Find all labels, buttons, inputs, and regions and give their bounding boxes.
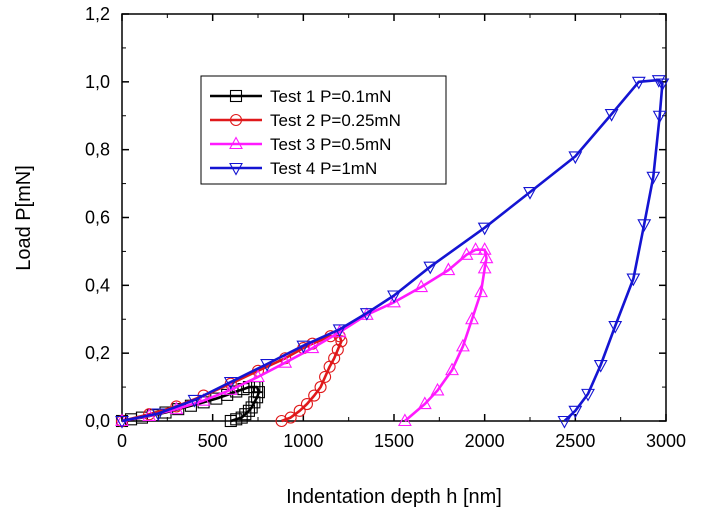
data-point	[637, 219, 652, 232]
data-point	[223, 376, 238, 390]
y-tick-label: 0,4	[85, 275, 110, 295]
x-tick-label: 2000	[465, 431, 505, 451]
legend-marker	[229, 89, 243, 103]
data-point	[455, 338, 470, 352]
data-point	[557, 415, 572, 429]
axis-ticks: 0 500 1000 1500 2000 2500 3000 0,0 0,2 0,4 0,6 0,8 1…	[85, 4, 686, 451]
data-point	[477, 222, 492, 236]
data-point	[323, 360, 336, 373]
data-point	[296, 340, 311, 354]
x-tick-label: 500	[198, 431, 228, 451]
data-point	[465, 311, 479, 325]
data-point	[275, 414, 288, 428]
x-tick-label: 1500	[374, 431, 414, 451]
data-point	[652, 110, 667, 124]
y-tick-label: 0,6	[85, 208, 110, 228]
legend-marker	[229, 162, 243, 176]
data-point	[187, 394, 202, 408]
data-point	[445, 362, 459, 376]
data-point	[223, 382, 238, 395]
data-point	[477, 260, 492, 274]
data-point	[332, 324, 347, 338]
data-point	[604, 109, 619, 122]
data-point	[151, 408, 166, 422]
x-axis-label: Indentation depth h [nm]	[286, 486, 502, 508]
series-layer	[115, 75, 670, 429]
data-point	[319, 370, 332, 383]
data-point	[651, 75, 666, 88]
legend-marker	[229, 136, 243, 150]
data-point	[655, 78, 670, 92]
data-point	[260, 358, 274, 372]
data-point	[631, 76, 646, 90]
x-tick-label: 3000	[646, 431, 686, 451]
data-point	[523, 187, 537, 200]
data-point	[251, 369, 265, 382]
data-point	[278, 355, 293, 368]
data-point	[423, 261, 438, 275]
data-point	[335, 335, 348, 348]
legend-marker	[229, 113, 243, 127]
y-tick-label: 1,2	[85, 4, 110, 24]
x-tick-label: 1000	[283, 431, 323, 451]
data-point	[479, 250, 494, 264]
data-point	[646, 171, 661, 185]
legend-entry-label: Test 3 P=0.5mN	[270, 135, 391, 154]
legend-entry-label: Test 4 P=1mN	[270, 159, 377, 178]
series-line	[121, 248, 488, 423]
data-point	[359, 308, 374, 321]
y-tick-label: 0,8	[85, 140, 110, 160]
x-tick-label: 2500	[555, 431, 595, 451]
data-point	[430, 382, 445, 396]
data-point	[581, 388, 595, 402]
data-point	[196, 393, 211, 406]
series-4	[115, 75, 670, 429]
data-point	[593, 359, 608, 373]
data-point	[387, 290, 401, 304]
legend-entry-label: Test 1 P=0.1mN	[270, 87, 391, 106]
x-tick-label: 0	[117, 431, 127, 451]
plot-frame	[121, 13, 667, 422]
data-point	[224, 414, 237, 428]
data-point	[608, 320, 623, 334]
data-point	[245, 401, 258, 414]
y-tick-label: 0,2	[85, 343, 110, 363]
y-tick-label: 0,0	[85, 411, 110, 431]
data-point	[115, 415, 129, 429]
series-line	[121, 78, 664, 423]
data-point	[568, 151, 583, 165]
data-point	[568, 405, 583, 419]
data-point	[417, 396, 432, 410]
y-tick-label: 1,0	[85, 72, 110, 92]
data-point	[331, 343, 344, 356]
data-point	[626, 273, 641, 287]
data-point	[397, 413, 412, 427]
data-point	[468, 242, 483, 255]
data-point	[284, 411, 297, 424]
data-point	[387, 294, 401, 308]
data-point	[300, 397, 314, 411]
legend-entry-label: Test 2 P=0.25mN	[270, 111, 401, 130]
data-point	[414, 279, 429, 293]
data-point	[293, 404, 306, 417]
data-point	[242, 404, 255, 417]
data-point	[474, 284, 488, 298]
y-axis-label: Load P[mN]	[13, 165, 35, 271]
data-point	[314, 381, 327, 394]
data-point	[308, 389, 321, 402]
legend: Test 1 P=0.1mN Test 2 P=0.25mN Test 3 P=0.…	[200, 75, 447, 185]
data-point	[305, 340, 320, 354]
data-point	[441, 262, 456, 276]
